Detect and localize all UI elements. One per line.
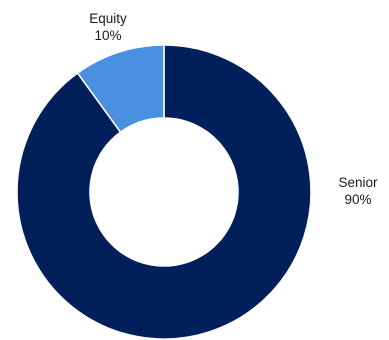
slice-label-equity-value: 10%: [94, 28, 121, 43]
donut-slices: [16, 44, 312, 340]
slice-equity: [76, 44, 165, 134]
slice-senior: [16, 44, 312, 340]
slice-label-equity-name: Equity: [89, 11, 127, 26]
slice-label-senior-name: Senior: [338, 175, 378, 190]
slice-label-senior-value: 90%: [344, 192, 371, 207]
